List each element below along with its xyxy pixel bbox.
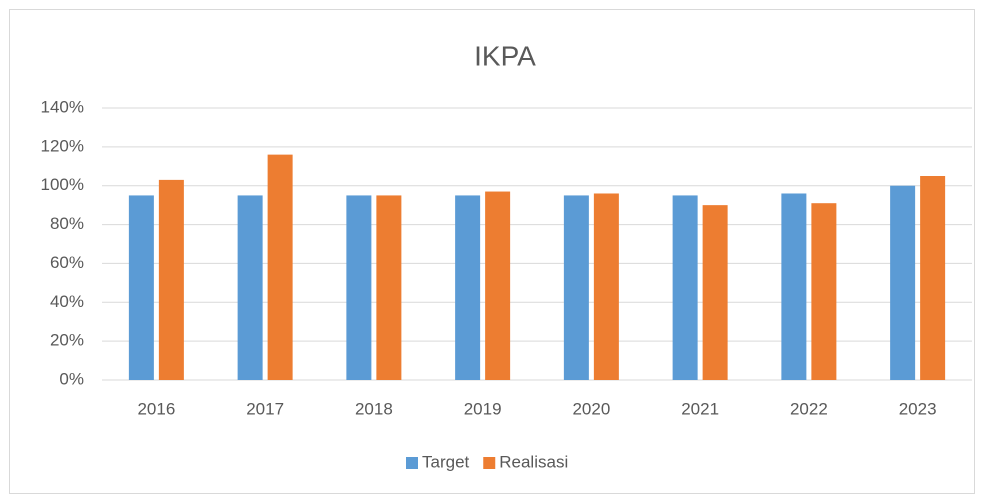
bar bbox=[563, 195, 589, 380]
legend-swatch bbox=[483, 457, 496, 469]
x-tick-label: 2020 bbox=[572, 399, 610, 418]
bar bbox=[890, 185, 916, 380]
y-tick-label: 60% bbox=[50, 253, 84, 272]
bar bbox=[593, 193, 619, 380]
y-tick-label: 80% bbox=[50, 214, 84, 233]
bar bbox=[485, 191, 511, 380]
legend-label: Realisasi bbox=[499, 452, 568, 471]
x-tick-label: 2017 bbox=[246, 399, 284, 418]
y-tick-label: 120% bbox=[41, 136, 84, 155]
y-tick-label: 40% bbox=[50, 292, 84, 311]
bar bbox=[158, 179, 184, 380]
bar bbox=[672, 195, 698, 380]
bar bbox=[237, 195, 263, 380]
y-tick-label: 100% bbox=[41, 175, 84, 194]
legend-swatch bbox=[406, 457, 418, 469]
bar bbox=[702, 205, 728, 380]
x-tick-label: 2022 bbox=[790, 399, 828, 418]
bar bbox=[346, 195, 372, 380]
y-tick-label: 140% bbox=[41, 97, 84, 116]
bar bbox=[267, 154, 293, 380]
bar bbox=[376, 195, 402, 380]
bar bbox=[455, 195, 481, 380]
bar bbox=[128, 195, 154, 380]
x-tick-label: 2019 bbox=[464, 399, 502, 418]
bar bbox=[811, 203, 837, 380]
x-tick-label: 2016 bbox=[137, 399, 175, 418]
legend-label: Target bbox=[422, 452, 470, 471]
y-tick-label: 20% bbox=[50, 331, 84, 350]
chart-title: IKPA bbox=[474, 40, 536, 71]
x-tick-label: 2021 bbox=[681, 399, 719, 418]
x-tick-label: 2018 bbox=[355, 399, 393, 418]
x-tick-label: 2023 bbox=[899, 399, 937, 418]
bar bbox=[920, 176, 946, 380]
bar bbox=[781, 193, 807, 380]
y-tick-label: 0% bbox=[59, 369, 84, 388]
